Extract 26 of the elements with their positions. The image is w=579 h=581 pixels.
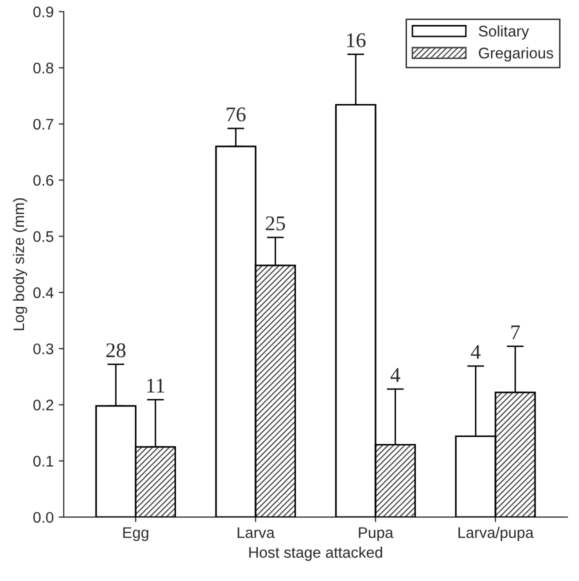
x-tick-label: Pupa [358,527,394,542]
y-tick-label: 0.7 [33,118,54,130]
y-tick-label: 0.1 [33,456,54,467]
annotation: 28 [106,343,126,358]
annotation: 4 [470,345,481,359]
annotation: 7 [511,325,520,340]
x-tick-label: Egg [123,527,148,542]
y-tick-label: 0.0 [33,512,54,523]
x-axis-title: Host stage attacked [249,546,382,561]
y-tick-label: 0.4 [33,287,54,298]
annotation: 76 [226,107,246,122]
legend-label: Solitary [478,25,530,40]
x-tick-label: Larva/pupa [458,526,534,542]
annotation: 4 [390,368,400,382]
y-tick-label: 0.8 [33,62,54,74]
annotation: 25 [266,216,285,230]
y-tick-label: 0.9 [33,6,54,18]
x-tick-label: Larva [238,527,275,538]
y-tick-label: 0.3 [33,343,54,354]
y-tick-label: 0.2 [33,400,54,410]
legend-label: Gregarious [478,47,554,62]
annotation: 16 [347,33,366,48]
y-tick-label: 0.6 [33,174,54,186]
y-axis-title: Log body size (mm) [12,198,28,330]
y-tick-label: 0.5 [33,231,54,242]
annotation: 11 [147,378,164,392]
